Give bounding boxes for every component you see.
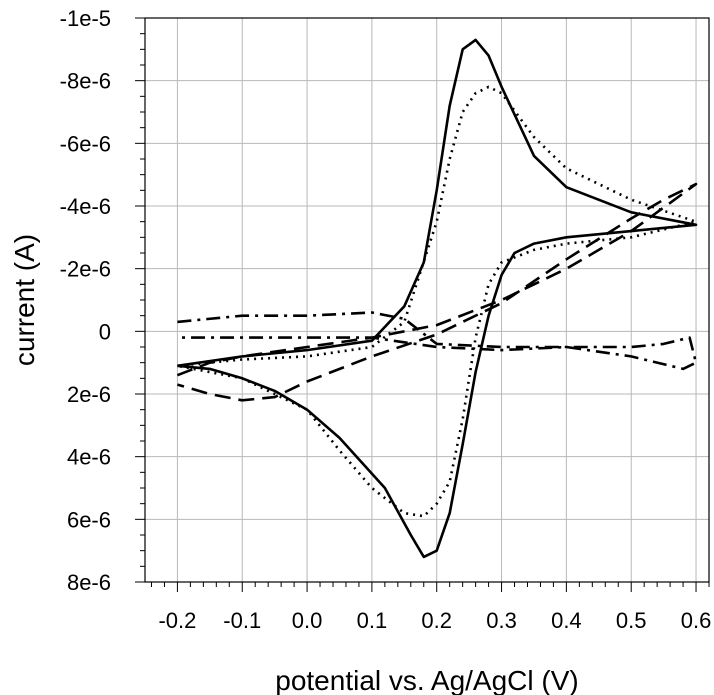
y-tick-label: 8e-6 [67, 570, 111, 595]
y-tick-label: -4e-6 [60, 194, 111, 219]
x-tick-label: 0.4 [551, 608, 582, 633]
x-tick-label: 0.5 [616, 608, 647, 633]
x-tick-label: 0.6 [681, 608, 712, 633]
x-tick-label: 0.3 [486, 608, 517, 633]
series-line-dashed [176, 182, 698, 402]
axis-ticks [135, 17, 710, 592]
y-tick-label: 4e-6 [67, 445, 111, 470]
tick-labels: -0.2 -0.1 0.0 0.1 0.2 0.3 0.4 0.5 0.6 -1e-5 -8e-6 -… [60, 6, 712, 633]
series-group [176, 38, 698, 559]
y-tick-label: 2e-6 [67, 382, 111, 407]
y-tick-label: 0 [99, 319, 111, 344]
x-tick-label: 0.0 [292, 608, 323, 633]
y-tick-label: -2e-6 [60, 257, 111, 282]
y-tick-label: -8e-6 [60, 69, 111, 94]
x-tick-label: 0.2 [421, 608, 452, 633]
x-tick-label: -0.2 [158, 608, 196, 633]
x-tick-label: 0.1 [357, 608, 388, 633]
y-tick-label: -1e-5 [60, 6, 111, 31]
series-line-solid [177, 38, 698, 559]
series-line-dotted [177, 85, 698, 518]
y-axis-title: current (A) [9, 234, 40, 366]
series-line-dash-dot [177, 311, 698, 371]
y-tick-label: -6e-6 [60, 131, 111, 156]
x-axis-title: potential vs. Ag/AgCl (V) [275, 665, 578, 695]
x-tick-label: -0.1 [223, 608, 261, 633]
y-tick-label: 6e-6 [67, 507, 111, 532]
